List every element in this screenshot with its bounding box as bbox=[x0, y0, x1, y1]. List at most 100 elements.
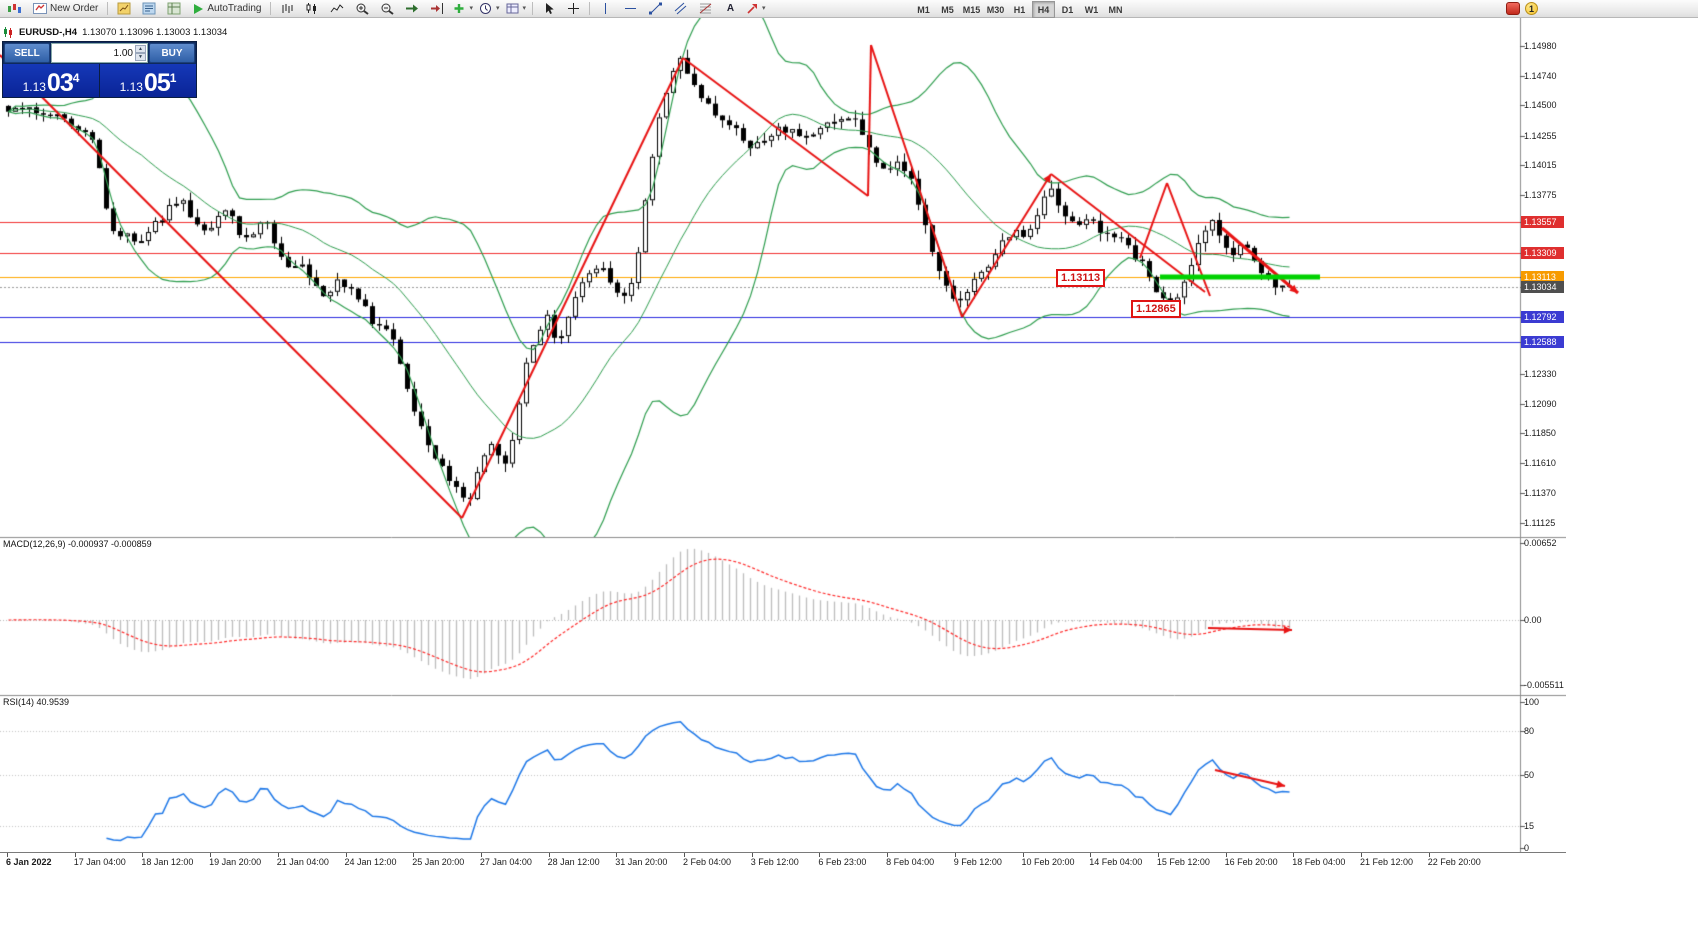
volume-up-button[interactable]: ▲ bbox=[135, 45, 146, 53]
new-order-button[interactable]: New Order bbox=[27, 0, 104, 18]
zoom-out-button[interactable] bbox=[374, 0, 399, 18]
buy-button[interactable]: BUY bbox=[149, 43, 195, 63]
price-tick-label: 1.14500 bbox=[1524, 100, 1557, 111]
line-chart-button[interactable] bbox=[324, 0, 349, 18]
zoom-in-button[interactable] bbox=[349, 0, 374, 18]
template-icon bbox=[506, 2, 520, 15]
chevron-down-icon: ▾ bbox=[469, 5, 473, 12]
timeframe-w1-button[interactable]: W1 bbox=[1084, 4, 1099, 15]
bar-chart-icon bbox=[280, 2, 294, 15]
market-watch-button[interactable] bbox=[111, 0, 136, 18]
auto-scroll-icon bbox=[405, 2, 419, 15]
time-axis-tick bbox=[616, 853, 618, 857]
fibonacci-button[interactable] bbox=[693, 0, 718, 18]
horizontal-line-button[interactable] bbox=[618, 0, 643, 18]
price-chart-canvas[interactable] bbox=[0, 18, 1566, 852]
templates-button[interactable]: ▾ bbox=[503, 0, 530, 18]
time-axis-tick bbox=[1022, 853, 1024, 857]
chevron-down-icon: ▾ bbox=[522, 5, 527, 12]
chart-ohlc-values: 1.13070 1.13096 1.13003 1.13034 bbox=[82, 27, 228, 38]
autotrading-label: AutoTrading bbox=[207, 3, 262, 14]
cursor-icon bbox=[543, 2, 555, 15]
time-axis-label: 27 Jan 04:00 bbox=[479, 857, 532, 867]
macd-indicator-label: MACD(12,26,9) -0.000937 -0.000859 bbox=[3, 539, 152, 549]
macd-scale-label: -0.005511 bbox=[1524, 680, 1564, 691]
ask-price-display[interactable]: 1.13 05 1 bbox=[100, 64, 196, 97]
timeframe-mn-button[interactable]: MN bbox=[1108, 4, 1123, 15]
price-tick-label: 1.13775 bbox=[1524, 190, 1557, 201]
time-axis-label: 10 Feb 20:00 bbox=[1021, 857, 1075, 867]
time-axis-label: 21 Feb 12:00 bbox=[1360, 857, 1414, 867]
cursor-button[interactable] bbox=[536, 0, 561, 18]
notification-badge[interactable]: 1 bbox=[1525, 2, 1538, 15]
navigator-button[interactable] bbox=[161, 0, 186, 18]
rsi-scale-label: 100 bbox=[1524, 697, 1540, 707]
rsi-scale-label: 80 bbox=[1524, 726, 1535, 737]
time-axis-tick bbox=[954, 853, 956, 857]
bid-price-display[interactable]: 1.13 03 4 bbox=[3, 64, 100, 97]
time-axis-label: 24 Jan 12:00 bbox=[344, 857, 397, 867]
fibonacci-icon bbox=[699, 2, 712, 15]
timeframe-h4-button[interactable]: H4 bbox=[1032, 1, 1055, 18]
timeframe-m15-button[interactable]: M15 bbox=[962, 4, 981, 15]
sell-button[interactable]: SELL bbox=[4, 43, 50, 63]
bar-chart-button[interactable] bbox=[274, 0, 299, 18]
time-axis-tick bbox=[1428, 853, 1430, 857]
chart-type-icon[interactable] bbox=[2, 0, 27, 18]
time-scale[interactable]: 6 Jan 2022 17 Jan 04:00 18 Jan 12:00 19 Jan… bbox=[0, 852, 1566, 873]
time-axis-label: 31 Jan 20:00 bbox=[615, 857, 668, 867]
volume-down-button[interactable]: ▼ bbox=[135, 53, 146, 61]
timeframe-m1-button[interactable]: M1 bbox=[917, 4, 930, 15]
price-scale[interactable]: 1.14980 1.14740 1.14500 1.14255 1.14015 1.137… bbox=[1520, 18, 1566, 853]
time-axis-label: 15 Feb 12:00 bbox=[1156, 857, 1210, 867]
time-axis-tick bbox=[345, 853, 347, 857]
text-tool-button[interactable]: A bbox=[718, 0, 743, 18]
chart-window: EURUSD-,H4 1.13070 1.13096 1.13003 1.130… bbox=[0, 18, 1566, 873]
timeframe-m5-button[interactable]: M5 bbox=[941, 4, 954, 15]
channel-icon bbox=[674, 2, 687, 15]
rsi-scale-label: 0 bbox=[1524, 843, 1530, 853]
price-tick-label: 1.12330 bbox=[1524, 368, 1557, 379]
mini-chart-icon bbox=[7, 2, 22, 15]
vertical-line-icon bbox=[601, 2, 610, 15]
trendline-button[interactable] bbox=[643, 0, 668, 18]
line-chart-icon bbox=[330, 2, 344, 15]
bid-price-pip-digit: 4 bbox=[72, 71, 80, 85]
timeframe-d1-button[interactable]: D1 bbox=[1061, 4, 1074, 15]
periods-button[interactable]: ▾ bbox=[476, 0, 503, 18]
data-window-button[interactable] bbox=[136, 0, 161, 18]
vertical-line-button[interactable] bbox=[593, 0, 618, 18]
timeframe-h1-button[interactable]: H1 bbox=[1013, 4, 1026, 15]
bid-price-prefix: 1.13 bbox=[22, 80, 46, 94]
zoom-out-icon bbox=[380, 2, 394, 15]
price-tick-label: 1.11370 bbox=[1524, 487, 1556, 498]
current-price-tag: 1.13034 bbox=[1521, 280, 1564, 293]
volume-input[interactable]: 1.00 ▲ ▼ bbox=[51, 43, 148, 63]
timeframe-m30-button[interactable]: M30 bbox=[986, 4, 1005, 15]
candlestick-icon bbox=[305, 2, 319, 15]
chart-shift-button[interactable] bbox=[424, 0, 449, 18]
crosshair-icon bbox=[567, 2, 580, 15]
trendline-icon bbox=[649, 2, 663, 15]
clock-icon bbox=[479, 2, 493, 15]
alert-icon[interactable] bbox=[1506, 2, 1520, 15]
shapes-button[interactable]: ▾ bbox=[743, 0, 769, 18]
auto-scroll-button[interactable] bbox=[399, 0, 424, 18]
indicators-button[interactable]: ▾ bbox=[449, 0, 476, 18]
candlestick-chart-button[interactable] bbox=[299, 0, 324, 18]
horizontal-line-icon bbox=[624, 2, 637, 15]
time-axis-label: 19 Jan 20:00 bbox=[209, 857, 262, 867]
crosshair-button[interactable] bbox=[561, 0, 586, 18]
rsi-scale-label: 50 bbox=[1524, 770, 1535, 780]
time-axis-label: 17 Jan 04:00 bbox=[73, 857, 126, 867]
time-axis-label: 3 Feb 12:00 bbox=[750, 857, 799, 867]
autotrading-button[interactable]: AutoTrading bbox=[186, 0, 267, 18]
price-annotation-1-13113[interactable]: 1.13113 bbox=[1056, 269, 1106, 287]
zoom-in-icon bbox=[355, 2, 369, 15]
channel-button[interactable] bbox=[668, 0, 693, 18]
time-axis-label: 16 Feb 20:00 bbox=[1224, 857, 1278, 867]
time-axis-label: 18 Feb 04:00 bbox=[1292, 857, 1346, 867]
price-annotation-1-12865[interactable]: 1.12865 bbox=[1131, 300, 1181, 318]
price-level-tag: 1.12792 bbox=[1521, 310, 1564, 323]
